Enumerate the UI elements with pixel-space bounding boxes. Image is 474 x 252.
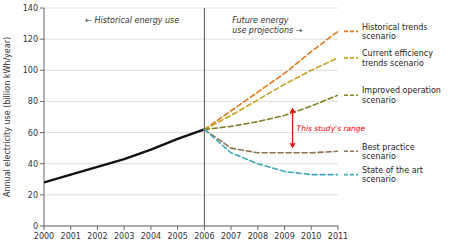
x-axis	[44, 226, 338, 227]
annotation: This study's range	[297, 124, 366, 133]
tick	[70, 226, 71, 230]
tick	[311, 226, 312, 230]
legend-label-line: scenario	[362, 96, 396, 105]
tick	[124, 226, 125, 230]
tick	[40, 8, 44, 9]
legend-swatch	[344, 57, 358, 59]
legend-swatch	[344, 31, 358, 33]
legend-label: Historical trendsscenario	[362, 23, 428, 42]
tick	[231, 226, 232, 230]
tick-label: 2003	[114, 232, 134, 241]
legend-swatch	[344, 94, 358, 96]
tick-label: 100	[23, 66, 38, 75]
series-line	[204, 58, 338, 130]
tick-label: 80	[28, 97, 38, 106]
tick	[40, 194, 44, 195]
annotation: Future energy	[232, 16, 289, 25]
series-line	[204, 129, 338, 174]
tick	[40, 39, 44, 40]
legend-label-line: Improved operation	[362, 86, 441, 95]
legend-label-line: scenario	[362, 175, 396, 184]
tick	[177, 226, 178, 230]
tick	[40, 132, 44, 133]
tick	[97, 226, 98, 230]
tick	[40, 101, 44, 102]
tick	[40, 70, 44, 71]
tick-label: 20	[28, 191, 38, 200]
annotation: ← Historical energy use	[85, 16, 179, 25]
range-arrow	[292, 112, 293, 144]
chart: 0 20 40 60 80 100 120 140 2000 2001 2002 2003 2004 20…	[0, 0, 474, 252]
tick-label: 2004	[141, 232, 161, 241]
series-line	[204, 31, 338, 129]
legend-label-line: Historical trends	[362, 23, 428, 32]
legend-label-line: Current efficiency	[362, 49, 433, 58]
legend-label: Improved operationscenario	[362, 86, 441, 105]
legend-label: Current efficiencytrends scenario	[362, 49, 433, 68]
legend-label-line: scenario	[362, 152, 396, 161]
tick-label: 2000	[34, 232, 54, 241]
tick-label: 2008	[248, 232, 268, 241]
grid-line	[44, 226, 338, 227]
tick	[44, 226, 45, 230]
y-axis-label: Annual electricity use (billion kWh/year…	[3, 37, 12, 197]
legend-label-line: trends scenario	[362, 59, 424, 68]
tick	[257, 226, 258, 230]
legend-swatch	[344, 174, 358, 176]
tick	[40, 226, 44, 227]
tick-label: 40	[28, 160, 38, 169]
legend-swatch	[344, 150, 358, 152]
y-axis	[44, 8, 45, 226]
grid-line	[44, 194, 338, 195]
tick	[338, 226, 339, 230]
plot-area	[44, 8, 338, 226]
grid-line	[44, 163, 338, 164]
tick	[284, 226, 285, 230]
tick-label: 2007	[221, 232, 241, 241]
series-line	[204, 129, 338, 152]
tick-label: 120	[23, 35, 38, 44]
annotation: use projections →	[232, 26, 303, 35]
tick-label: 2006	[194, 232, 214, 241]
tick	[204, 226, 205, 230]
tick	[40, 163, 44, 164]
tick-label: 2002	[87, 232, 107, 241]
tick-label: 2009	[274, 232, 294, 241]
arrow-head	[290, 143, 296, 148]
grid-line	[44, 8, 338, 9]
tick-label: 2011	[328, 232, 348, 241]
tick-label: 60	[28, 129, 38, 138]
tick-label: 2001	[61, 232, 81, 241]
tick-label: 0	[33, 222, 38, 231]
legend-label-line: Best practice	[362, 143, 415, 152]
series-line	[44, 129, 204, 182]
tick-label: 140	[23, 4, 38, 13]
divider-line	[204, 8, 205, 226]
legend-label-line: State of the art	[362, 166, 423, 175]
tick-label: 2010	[301, 232, 321, 241]
legend-label-line: scenario	[362, 32, 396, 41]
grid-line	[44, 39, 338, 40]
legend-label: Best practicescenario	[362, 143, 415, 162]
arrow-head	[290, 108, 296, 113]
tick-label: 2005	[167, 232, 187, 241]
legend-label: State of the artscenario	[362, 166, 423, 185]
tick	[150, 226, 151, 230]
grid-line	[44, 70, 338, 71]
grid-line	[44, 101, 338, 102]
